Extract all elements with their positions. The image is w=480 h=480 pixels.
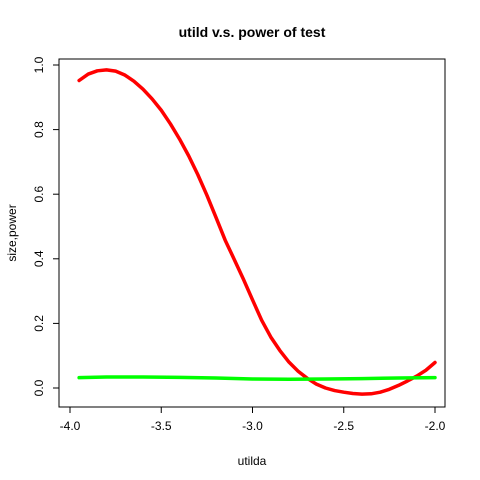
x-tick-label: -2.0 — [425, 419, 446, 433]
y-tick-label: 0.0 — [32, 379, 46, 396]
series-line-1 — [77, 68, 437, 396]
series-line-2 — [77, 375, 437, 382]
x-tick-label: -4.0 — [60, 419, 81, 433]
y-axis-label: size,power — [5, 204, 19, 261]
y-axis: 0.0 0.2 0.4 0.6 0.8 1.0 — [32, 56, 60, 396]
x-tick-label: -3.0 — [242, 419, 263, 433]
y-tick-label: 1.0 — [32, 56, 46, 73]
chart-title: utild v.s. power of test — [179, 24, 326, 40]
x-tick-label: -2.5 — [333, 419, 354, 433]
y-tick-label: 0.6 — [32, 186, 46, 203]
x-axis: -4.0 -3.5 -3.0 -2.5 -2.0 — [60, 406, 446, 433]
y-tick-label: 0.4 — [32, 250, 46, 267]
y-tick-label: 0.2 — [32, 315, 46, 332]
y-tick-label: 0.8 — [32, 121, 46, 138]
plot-frame — [58, 58, 446, 408]
x-tick-label: -3.5 — [151, 419, 172, 433]
x-axis-label: utilda — [238, 454, 267, 468]
series-layer — [77, 68, 437, 396]
